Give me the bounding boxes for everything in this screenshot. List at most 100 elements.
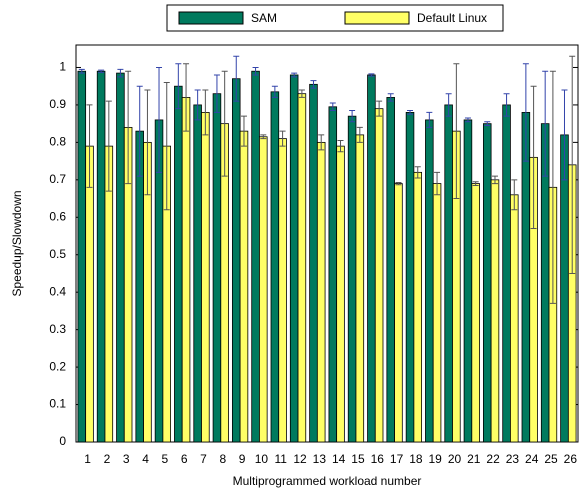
bar xyxy=(77,70,87,443)
error-bar xyxy=(387,93,394,102)
bar xyxy=(386,97,395,443)
bar xyxy=(174,85,183,443)
bar xyxy=(463,119,473,443)
x-tick-label: 17 xyxy=(390,452,404,466)
error-bar xyxy=(395,181,402,186)
bar xyxy=(278,138,287,443)
error-bar xyxy=(445,93,452,117)
error-bar xyxy=(561,89,568,181)
x-tick-label: 9 xyxy=(239,452,246,466)
x-tick-label: 16 xyxy=(371,452,385,466)
x-tick-label: 5 xyxy=(162,452,169,466)
x-tick-label: 23 xyxy=(506,452,520,466)
x-tick-label: 8 xyxy=(219,452,226,466)
error-bar xyxy=(233,55,240,102)
error-bar xyxy=(491,175,498,185)
error-bar xyxy=(472,181,479,186)
bar xyxy=(251,70,260,443)
error-bar xyxy=(329,102,336,112)
bar xyxy=(116,72,125,443)
bar xyxy=(181,97,191,443)
y-tick-label: 0.8 xyxy=(49,135,66,149)
x-tick-label: 22 xyxy=(486,452,500,466)
x-tick-label: 25 xyxy=(544,452,558,466)
x-tick-label: 15 xyxy=(351,452,365,466)
y-tick-label: 1 xyxy=(59,60,66,74)
error-bar xyxy=(337,140,344,153)
error-bar xyxy=(183,63,190,132)
bar xyxy=(405,112,415,443)
bar xyxy=(502,104,511,443)
error-bar xyxy=(426,111,433,128)
x-tick-label: 13 xyxy=(313,452,327,466)
error-bar xyxy=(310,80,317,89)
error-bar xyxy=(279,130,286,147)
x-tick-label: 18 xyxy=(409,452,423,466)
bar xyxy=(482,123,492,443)
error-bar xyxy=(549,70,556,304)
bar xyxy=(297,93,307,443)
bar xyxy=(560,134,569,443)
error-bar xyxy=(125,70,132,185)
legend-label: Default Linux xyxy=(417,11,487,25)
error-bar xyxy=(86,104,93,188)
bar xyxy=(432,183,442,443)
x-tick-label: 20 xyxy=(448,452,462,466)
error-bar xyxy=(136,85,143,177)
bar xyxy=(425,119,434,443)
y-tick-label: 0.7 xyxy=(49,172,66,186)
bar xyxy=(413,171,423,443)
error-bar xyxy=(522,63,529,162)
y-tick-label: 0 xyxy=(59,434,66,448)
error-bar xyxy=(376,100,383,117)
bar xyxy=(270,91,280,443)
x-tick-label: 19 xyxy=(429,452,443,466)
error-bar xyxy=(78,68,85,74)
error-bar xyxy=(117,68,124,78)
bar xyxy=(444,104,453,443)
error-bar xyxy=(175,63,182,110)
error-bar xyxy=(202,89,209,136)
x-tick-label: 14 xyxy=(332,452,346,466)
error-bar xyxy=(368,73,375,77)
legend-label: SAM xyxy=(251,11,277,25)
y-tick-label: 0.4 xyxy=(49,284,66,298)
error-bar xyxy=(464,117,471,123)
y-tick-label: 0.5 xyxy=(49,247,66,261)
error-bar xyxy=(156,66,163,173)
error-bar xyxy=(298,89,305,98)
error-bar xyxy=(221,70,228,177)
x-tick-label: 7 xyxy=(200,452,207,466)
bar xyxy=(394,183,403,443)
error-bar xyxy=(434,171,441,196)
error-bar xyxy=(349,110,356,123)
error-bar xyxy=(503,93,510,117)
x-tick-label: 10 xyxy=(255,452,269,466)
bar xyxy=(328,106,338,443)
x-tick-label: 6 xyxy=(181,452,188,466)
y-tick-label: 0.2 xyxy=(49,359,66,373)
error-bar xyxy=(407,110,414,115)
bar xyxy=(201,112,210,443)
bar xyxy=(259,136,268,443)
bar xyxy=(336,145,345,443)
bar xyxy=(316,141,326,443)
error-bar xyxy=(144,89,151,196)
bar xyxy=(96,70,106,443)
error-bar xyxy=(260,134,267,140)
bar xyxy=(309,83,318,443)
error-bar xyxy=(414,166,421,179)
bar xyxy=(347,115,357,443)
bar xyxy=(193,104,202,443)
error-bar xyxy=(98,69,105,73)
error-bar xyxy=(213,74,220,113)
x-tick-label: 12 xyxy=(293,452,307,466)
plot-frame xyxy=(75,44,579,443)
y-tick-label: 0.3 xyxy=(49,322,66,336)
error-bar xyxy=(356,126,363,143)
error-bar xyxy=(318,134,325,151)
legend-swatch xyxy=(344,11,410,25)
x-tick-label: 4 xyxy=(142,452,149,466)
x-tick-label: 2 xyxy=(104,452,111,466)
